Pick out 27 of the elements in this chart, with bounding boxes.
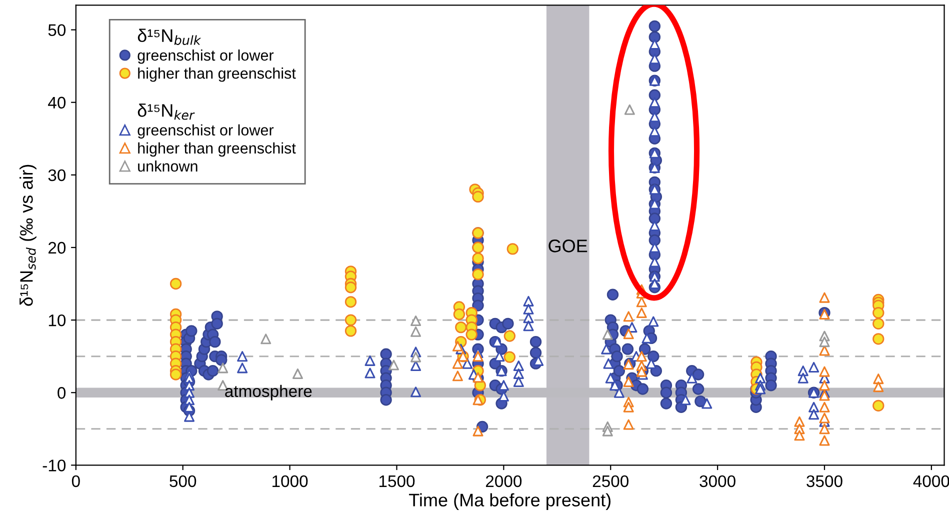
legend-label: greenschist or lower: [138, 49, 274, 64]
y-tick-label: 40: [48, 96, 66, 109]
legend-label: higher than greenschist: [138, 142, 296, 157]
ref-line-label: atmosphere: [225, 384, 312, 400]
band-label: GOE: [548, 240, 588, 252]
x-tick-label: 2500: [592, 475, 628, 488]
x-tick-label: 500: [170, 475, 196, 488]
y-tick-label: 10: [48, 314, 66, 326]
y-axis-title: δ¹⁵N$_{sed}$ (‰ vs air): [20, 164, 36, 306]
x-tick-label: 1000: [272, 475, 308, 488]
x-tick-label: 2000: [486, 475, 522, 488]
legend-label: unknown: [138, 160, 198, 172]
y-tick-label: 20: [48, 242, 66, 254]
x-tick-label: 4000: [913, 475, 949, 488]
x-tick-label: 3500: [806, 475, 842, 488]
x-axis-title: Time (Ma before present): [408, 493, 610, 510]
text: δ¹⁵N$_{ker}$: [138, 104, 195, 120]
x-tick-label: 0: [72, 475, 80, 488]
y-tick-label: 30: [48, 169, 66, 182]
legend-label: greenschist or lower: [138, 124, 274, 139]
y-tick-label: 50: [48, 24, 66, 36]
text: δ¹⁵N$_{bulk}$: [138, 28, 202, 45]
legend-label: higher than greenschist: [138, 68, 296, 82]
y-tick-label: -10: [42, 460, 66, 472]
y-tick-label: 0: [58, 387, 66, 399]
x-tick-label: 3000: [700, 475, 736, 488]
x-tick-label: 1500: [379, 475, 415, 488]
